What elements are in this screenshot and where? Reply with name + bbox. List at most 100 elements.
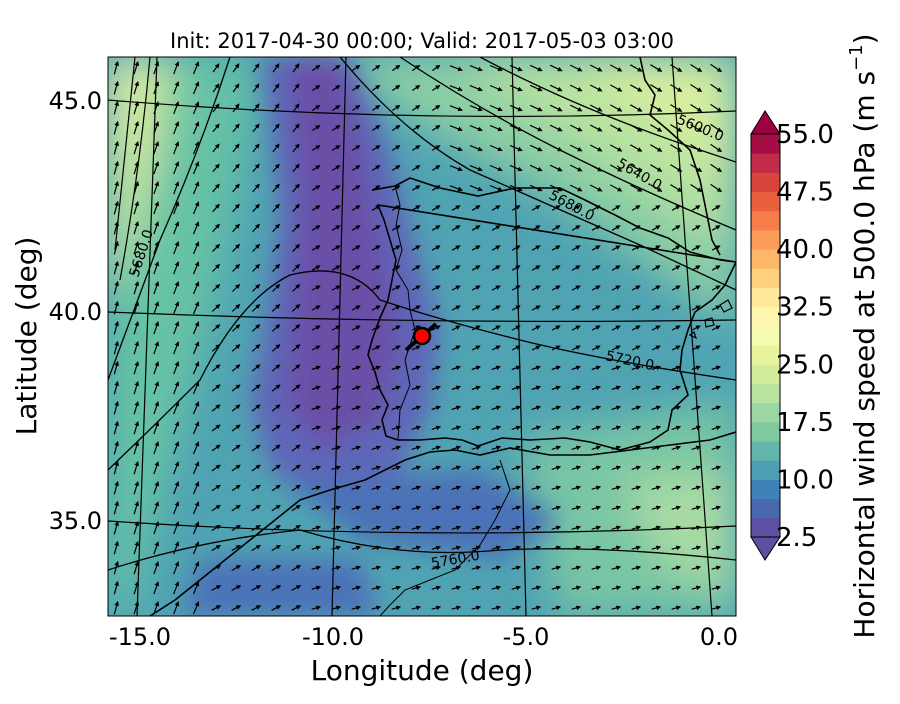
wind-arrow (271, 544, 281, 552)
france-coastline (639, 57, 721, 256)
wind-arrow (133, 301, 140, 315)
wind-arrow (571, 325, 581, 331)
wind-arrow (611, 265, 621, 271)
wind-arrow (192, 381, 200, 395)
wind-arrow (711, 225, 721, 231)
wind-arrow (192, 221, 200, 235)
wind-arrow (192, 161, 200, 175)
wind-arrow (371, 405, 382, 411)
wind-arrow (571, 385, 581, 391)
wind-arrow (711, 385, 721, 391)
marker-point (412, 326, 432, 346)
wind-arrow (351, 585, 362, 591)
wind-arrow (311, 185, 321, 191)
wind-arrow (231, 404, 241, 412)
wind-arrow (431, 205, 441, 211)
wind-arrow (251, 564, 261, 572)
colorbar-frame (750, 133, 781, 538)
wind-arrow (691, 505, 702, 511)
wind-arrow (212, 143, 220, 153)
wind-arrow (511, 485, 522, 491)
wind-arrow (449, 165, 463, 172)
wind-arrow (611, 225, 621, 231)
wind-arrow (631, 605, 642, 611)
y-axis-label: Latitude (deg) (10, 237, 43, 436)
wind-arrow (670, 164, 683, 172)
wind-arrow (351, 525, 362, 531)
wind-arrow (271, 464, 281, 472)
wind-arrow (311, 565, 322, 571)
wind-arrow (173, 61, 180, 75)
wind-arrow (509, 124, 523, 132)
wind-arrow (651, 285, 661, 291)
wind-arrow (331, 445, 342, 451)
wind-arrow (331, 325, 341, 331)
wind-arrow (591, 545, 602, 551)
wind-arrow (153, 361, 160, 375)
wind-arrow (391, 605, 402, 611)
wind-arrow (471, 465, 482, 471)
wind-arrow (113, 160, 119, 175)
wind-arrow (311, 445, 322, 451)
wind-arrow (212, 243, 221, 253)
wind-arrow (113, 600, 119, 615)
colorbar-band (751, 345, 780, 365)
wind-arrow (471, 585, 482, 591)
wind-arrow (531, 205, 541, 211)
wind-arrow (252, 103, 260, 113)
wind-arrow (551, 405, 562, 411)
wind-arrow (469, 85, 483, 92)
wind-arrow (611, 565, 622, 571)
wind-arrow (133, 101, 140, 115)
wind-arrow (491, 245, 501, 251)
wind-arrow (531, 225, 541, 231)
wind-arrow (611, 605, 622, 611)
wind-arrow (551, 485, 562, 491)
wind-arrow (211, 324, 221, 332)
wind-arrow (471, 405, 482, 411)
wind-arrow (173, 381, 180, 395)
wind-arrow (292, 223, 300, 233)
wind-arrow (391, 565, 402, 571)
wind-arrow (529, 84, 543, 92)
wind-arrow (671, 545, 682, 551)
wind-arrow (509, 104, 523, 112)
balearic-islands (688, 299, 733, 340)
wind-arrow (251, 585, 262, 591)
wind-arrow (351, 545, 362, 551)
wind-arrow (153, 461, 160, 475)
wind-arrow (451, 345, 461, 351)
wind-arrow (690, 143, 703, 153)
wind-arrow (192, 61, 200, 75)
wind-arrow (271, 504, 281, 512)
wind-arrow (431, 345, 441, 351)
wind-arrow (153, 101, 160, 115)
colorbar-band (751, 364, 780, 384)
wind-arrow (371, 585, 382, 591)
wind-arrow (291, 444, 301, 452)
wind-arrow (469, 125, 483, 132)
wind-arrow (711, 265, 721, 271)
wind-arrow (391, 405, 402, 411)
wind-arrow (710, 143, 723, 153)
wind-arrow (192, 301, 200, 315)
wind-arrow (630, 104, 643, 112)
wind-arrow (710, 183, 723, 193)
wind-arrow (671, 245, 681, 251)
wind-arrow (331, 285, 341, 291)
colorbar-ticks: 2.5 10.0 17.5 25.0 32.5 40.0 47.5 55.0 (776, 120, 834, 553)
wind-arrow (531, 425, 542, 431)
wind-arrow (690, 63, 703, 73)
wind-arrow (133, 361, 140, 375)
wind-arrow (591, 245, 601, 251)
wind-arrow (391, 105, 401, 111)
wind-arrow (351, 64, 361, 72)
wind-arrow (491, 385, 501, 391)
wind-arrow (351, 465, 362, 471)
wind-arrow (291, 324, 301, 332)
wind-arrow (491, 565, 502, 571)
wind-arrow (651, 365, 661, 371)
location-marker (404, 322, 438, 352)
contour-5600 (479, 57, 736, 163)
